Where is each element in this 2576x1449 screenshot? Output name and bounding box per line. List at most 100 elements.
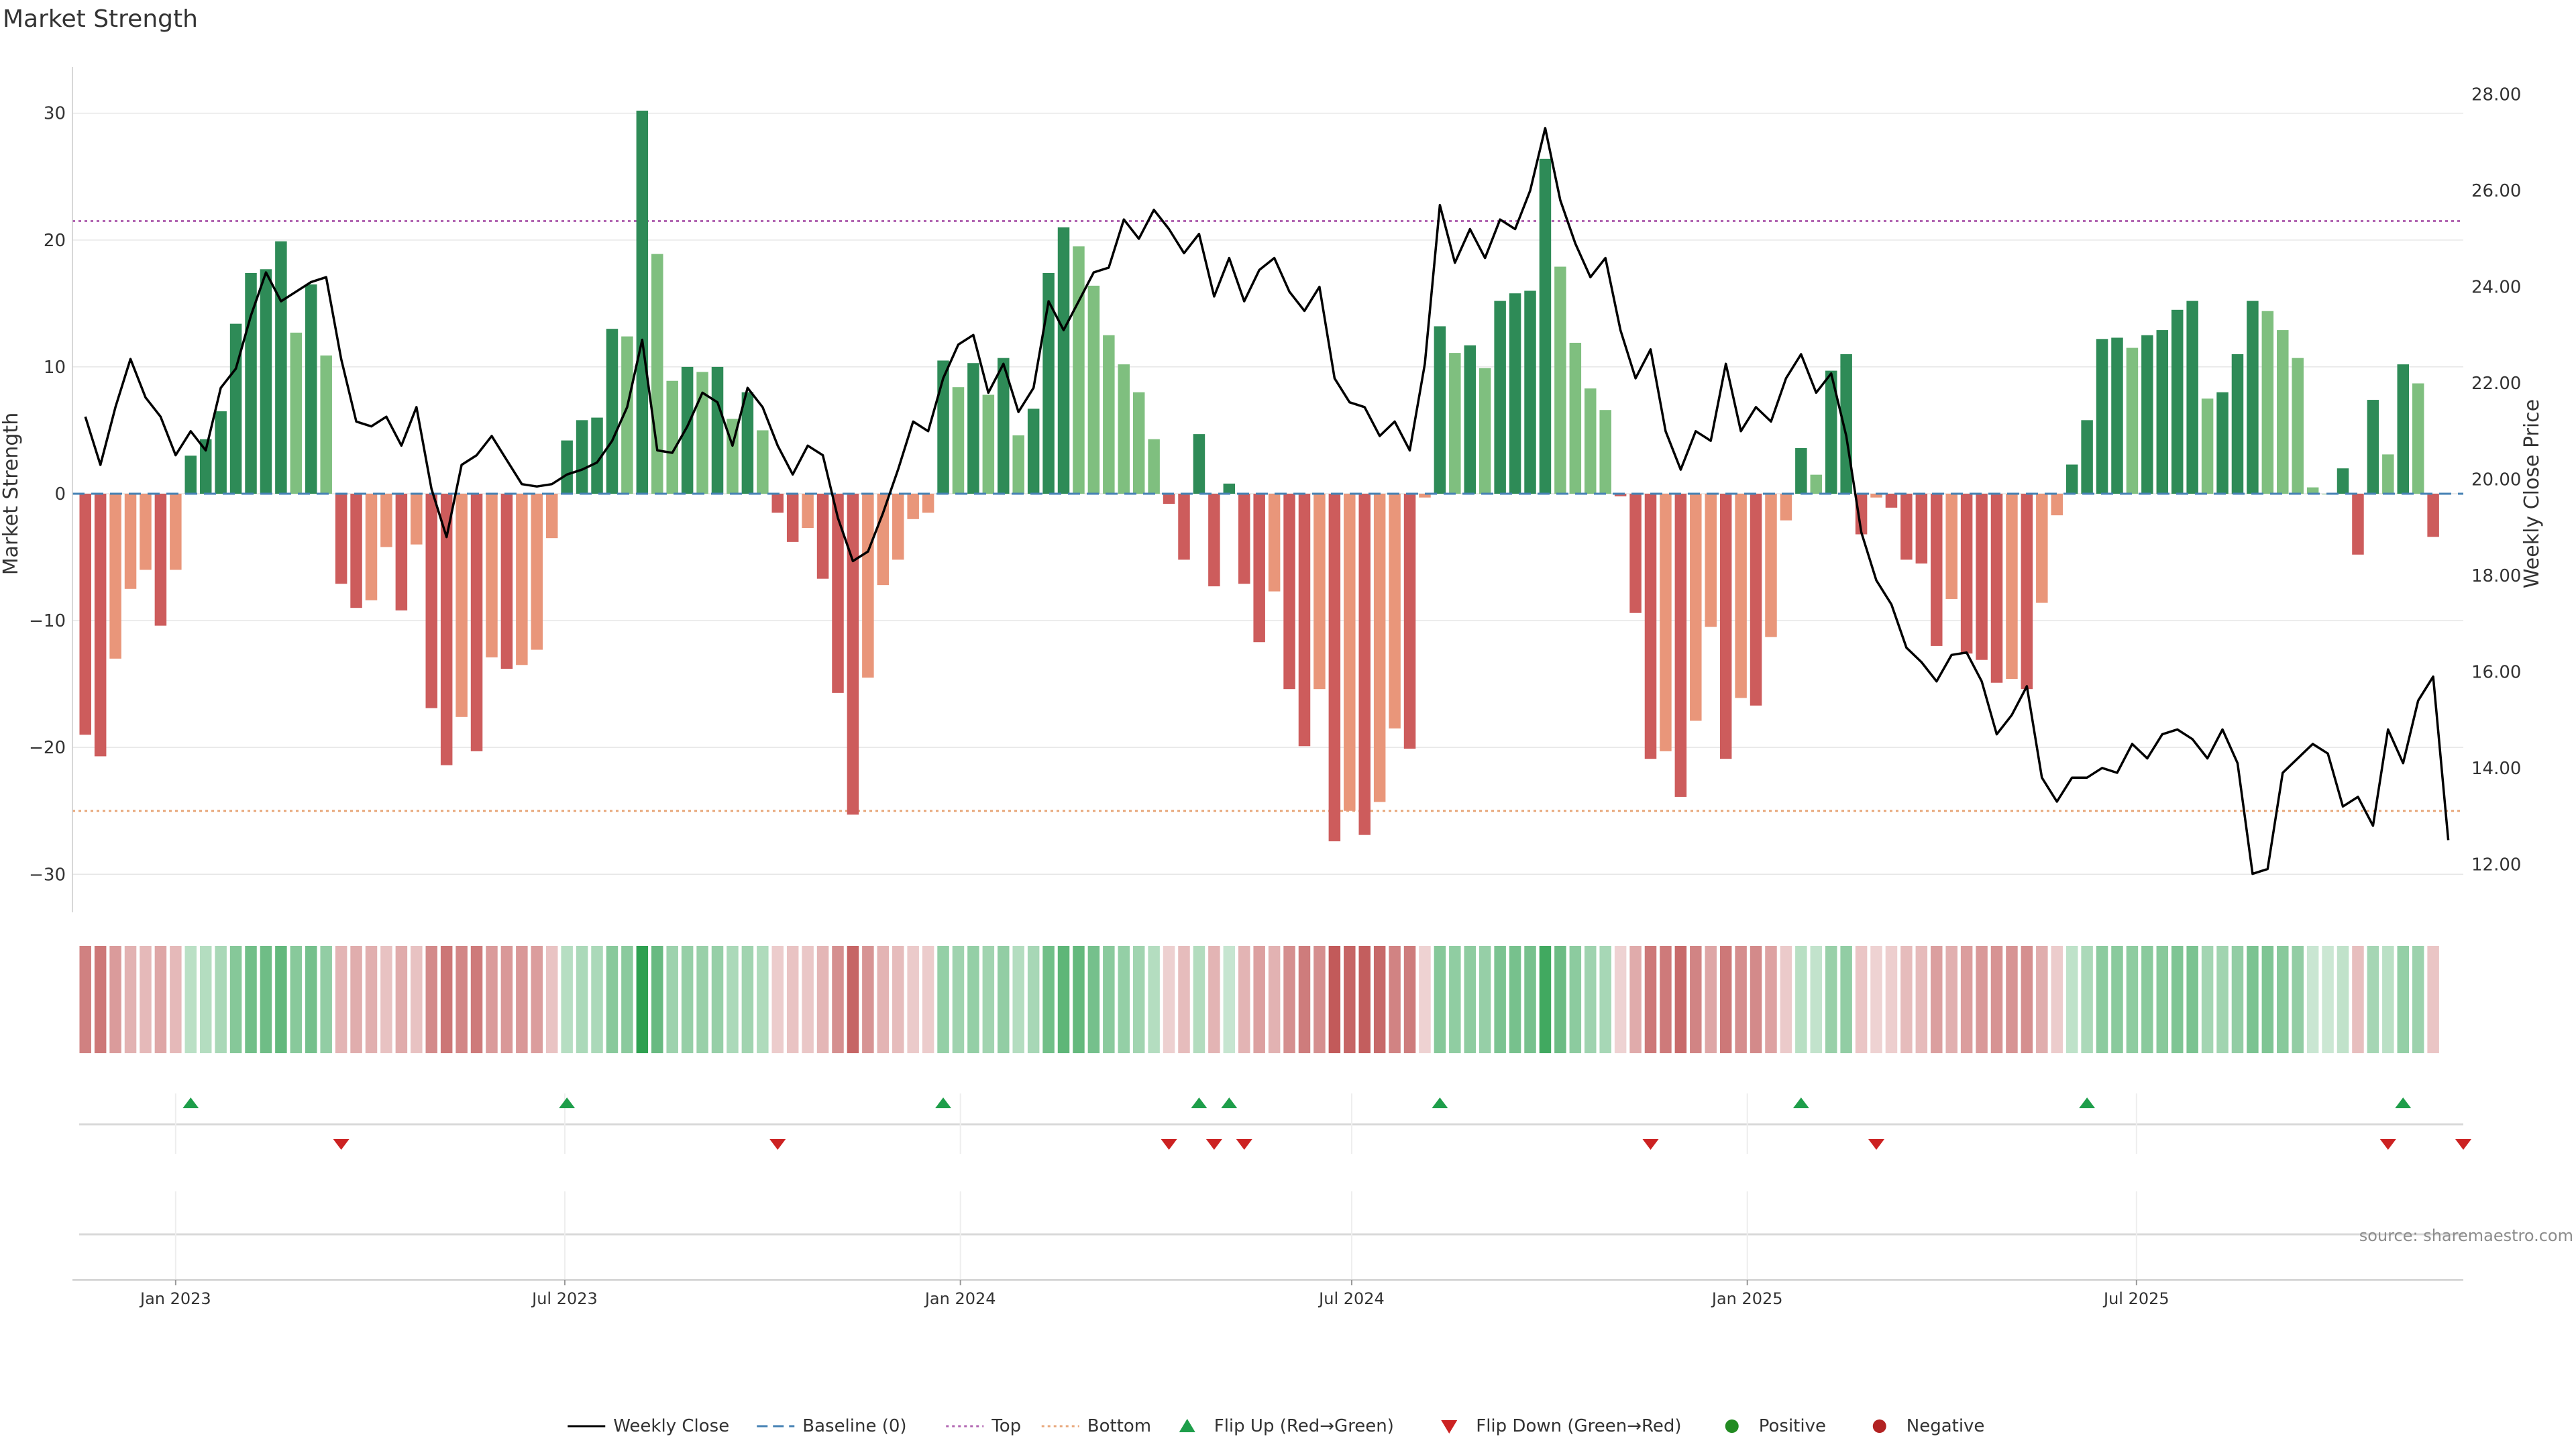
strength-bar	[847, 494, 859, 815]
strength-bar	[545, 494, 558, 539]
strength-bar	[1027, 409, 1040, 494]
legend-item: Positive	[1725, 1416, 1826, 1436]
strength-bar	[1674, 494, 1687, 797]
strip-cell	[1253, 946, 1265, 1053]
strip-cell	[1223, 946, 1236, 1053]
strength-bar	[486, 494, 498, 657]
strength-bar	[1945, 494, 1957, 599]
strip-cell	[2337, 946, 2349, 1053]
strip-cell	[1358, 946, 1371, 1053]
legend-label: Bottom	[1087, 1416, 1151, 1436]
strength-bar	[2021, 494, 2033, 690]
legend-item: Top	[946, 1416, 1021, 1436]
strip-cell	[2126, 946, 2139, 1053]
strip-cell	[2021, 946, 2033, 1053]
strength-bar	[771, 494, 784, 513]
strength-bar	[1012, 435, 1024, 494]
strip-cell	[545, 946, 558, 1053]
strength-bar	[199, 439, 212, 494]
strip-cell	[109, 946, 121, 1053]
y-tick-label: 30	[44, 104, 66, 124]
strength-bar	[260, 269, 272, 494]
legend-label: Top	[991, 1416, 1021, 1436]
strength-bar	[395, 494, 408, 610]
x-tick-label: Jan 2025	[1711, 1289, 1783, 1308]
strip-cell	[2006, 946, 2018, 1053]
strip-cell	[1434, 946, 1446, 1053]
strength-bar	[1900, 494, 1913, 560]
strength-bar	[1328, 494, 1341, 842]
strip-cell	[1945, 946, 1957, 1053]
strength-bar	[500, 494, 513, 669]
strip-cell	[1313, 946, 1326, 1053]
strength-bar	[2352, 494, 2364, 555]
strength-bar	[802, 494, 814, 529]
legend-item: Flip Down (Green→Red)	[1441, 1416, 1682, 1436]
strip-cell	[1554, 946, 1566, 1053]
strip-cell	[1719, 946, 1732, 1053]
strip-cell	[184, 946, 197, 1053]
strength-bar	[1073, 246, 1085, 494]
strength-bar	[1494, 301, 1506, 494]
strength-bar	[140, 494, 152, 570]
strength-bar	[621, 336, 633, 494]
strength-bar	[1629, 494, 1642, 613]
strip-cell	[1283, 946, 1295, 1053]
strength-bar	[576, 420, 588, 494]
strength-bar	[1298, 494, 1311, 747]
strength-bar	[1253, 494, 1265, 643]
strip-cell	[124, 946, 137, 1053]
strength-bar	[2141, 335, 2153, 494]
legend-swatch	[1179, 1419, 1195, 1432]
strip-cell	[847, 946, 859, 1053]
strip-cell	[470, 946, 483, 1053]
strength-bar	[1885, 494, 1898, 508]
strength-bar	[1750, 494, 1762, 706]
strip-cell	[816, 946, 829, 1053]
y2-tick-label: 20.00	[2471, 470, 2521, 490]
strip-cell	[1585, 946, 1597, 1053]
strip-cell	[1328, 946, 1341, 1053]
strip-cell	[591, 946, 603, 1053]
strip-cell	[1705, 946, 1717, 1053]
strip-cell	[455, 946, 468, 1053]
strength-bar	[1509, 293, 1521, 494]
y-tick-label: −10	[29, 611, 66, 631]
strength-bar	[154, 494, 167, 626]
strip-cell	[1298, 946, 1311, 1053]
flip-up-marker	[1432, 1097, 1448, 1108]
strip-cell	[305, 946, 317, 1053]
strength-bar	[757, 430, 769, 494]
strip-cell	[365, 946, 378, 1053]
legend-label: Flip Down (Green→Red)	[1476, 1416, 1681, 1436]
strip-cell	[1644, 946, 1657, 1053]
strip-cell	[832, 946, 844, 1053]
flip-up-marker	[2079, 1097, 2096, 1108]
price-line-group	[84, 127, 2450, 875]
y2-tick-label: 26.00	[2471, 181, 2521, 201]
strength-bar	[2096, 339, 2108, 494]
y2-tick-label: 12.00	[2471, 855, 2521, 875]
strength-bar	[2261, 311, 2274, 494]
strip-cell	[79, 946, 91, 1053]
strength-bar	[2036, 494, 2048, 603]
strip-cell	[2051, 946, 2063, 1053]
strip-cell	[1103, 946, 1115, 1053]
strip-cell	[140, 946, 152, 1053]
strip-cell	[922, 946, 934, 1053]
strip-cell	[1373, 946, 1386, 1053]
strip-cell	[2141, 946, 2153, 1053]
y2-tick-label: 14.00	[2471, 759, 2521, 779]
strip-cell	[771, 946, 784, 1053]
strength-bar	[2126, 347, 2139, 494]
strength-bar	[1373, 494, 1386, 802]
strength-bar	[2427, 494, 2439, 537]
strip-cell	[320, 946, 332, 1053]
strip-cell	[2186, 946, 2198, 1053]
strip-cell	[440, 946, 453, 1053]
strip-cell	[215, 946, 227, 1053]
strip-cell	[275, 946, 287, 1053]
strength-bar	[2186, 301, 2198, 494]
strip-cell	[561, 946, 573, 1053]
x-tick-label: Jan 2024	[924, 1289, 996, 1308]
